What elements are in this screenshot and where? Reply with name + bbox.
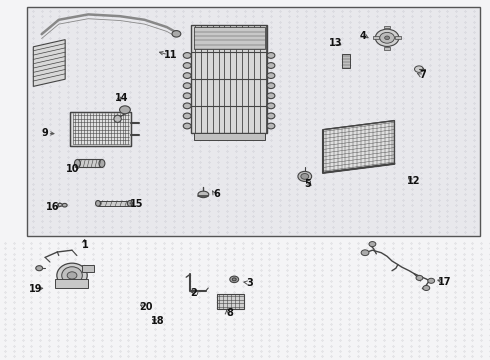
Text: 8: 8 bbox=[226, 308, 233, 318]
Ellipse shape bbox=[114, 115, 121, 122]
Ellipse shape bbox=[99, 159, 105, 167]
Ellipse shape bbox=[183, 53, 191, 58]
Ellipse shape bbox=[267, 93, 275, 99]
Ellipse shape bbox=[232, 278, 236, 281]
Text: 13: 13 bbox=[329, 38, 343, 48]
Ellipse shape bbox=[369, 242, 376, 247]
Bar bbox=[194, 133, 265, 140]
Text: 3: 3 bbox=[246, 278, 253, 288]
Bar bbox=[384, 26, 390, 28]
Ellipse shape bbox=[267, 53, 275, 58]
Text: 1: 1 bbox=[82, 240, 89, 250]
Ellipse shape bbox=[172, 31, 181, 37]
Ellipse shape bbox=[74, 159, 80, 167]
Ellipse shape bbox=[57, 263, 87, 288]
Text: 4: 4 bbox=[359, 31, 366, 41]
Ellipse shape bbox=[385, 36, 390, 40]
Bar bbox=[384, 47, 390, 50]
Ellipse shape bbox=[361, 250, 369, 256]
Ellipse shape bbox=[230, 276, 239, 283]
Ellipse shape bbox=[428, 278, 435, 283]
FancyBboxPatch shape bbox=[70, 112, 131, 146]
Bar bbox=[194, 27, 265, 49]
Ellipse shape bbox=[198, 191, 209, 198]
Ellipse shape bbox=[415, 66, 423, 72]
Text: 7: 7 bbox=[419, 70, 426, 80]
Bar bbox=[77, 159, 102, 167]
Bar bbox=[191, 25, 267, 133]
Ellipse shape bbox=[62, 267, 82, 284]
Polygon shape bbox=[323, 121, 394, 173]
Ellipse shape bbox=[267, 123, 275, 129]
Ellipse shape bbox=[62, 203, 67, 207]
Ellipse shape bbox=[298, 171, 312, 181]
Ellipse shape bbox=[380, 32, 394, 43]
Ellipse shape bbox=[67, 272, 77, 279]
Text: 14: 14 bbox=[115, 93, 128, 103]
Text: 5: 5 bbox=[304, 179, 311, 189]
Ellipse shape bbox=[267, 103, 275, 109]
Text: 9: 9 bbox=[42, 128, 49, 138]
Bar bbox=[373, 36, 379, 39]
Ellipse shape bbox=[127, 201, 132, 206]
Ellipse shape bbox=[267, 113, 275, 119]
Ellipse shape bbox=[301, 174, 309, 179]
Bar bbox=[98, 201, 130, 206]
Text: 10: 10 bbox=[66, 164, 79, 174]
Ellipse shape bbox=[183, 93, 191, 99]
Bar bbox=[217, 294, 244, 309]
Ellipse shape bbox=[96, 201, 100, 206]
Text: 19: 19 bbox=[28, 284, 42, 294]
Ellipse shape bbox=[183, 63, 191, 68]
Ellipse shape bbox=[267, 73, 275, 78]
Ellipse shape bbox=[183, 103, 191, 109]
Polygon shape bbox=[33, 40, 65, 86]
Bar bbox=[342, 54, 350, 68]
Ellipse shape bbox=[183, 113, 191, 119]
Ellipse shape bbox=[183, 123, 191, 129]
Text: 6: 6 bbox=[213, 189, 220, 199]
Ellipse shape bbox=[120, 106, 130, 114]
Bar bbox=[70, 112, 131, 146]
Ellipse shape bbox=[375, 29, 399, 46]
Text: 20: 20 bbox=[139, 302, 153, 312]
Text: 2: 2 bbox=[190, 288, 197, 298]
Bar bbox=[55, 279, 88, 288]
Ellipse shape bbox=[416, 275, 423, 280]
Text: 15: 15 bbox=[129, 199, 143, 210]
Ellipse shape bbox=[183, 73, 191, 78]
Ellipse shape bbox=[423, 285, 430, 291]
Text: 11: 11 bbox=[164, 50, 177, 60]
Text: 12: 12 bbox=[407, 176, 421, 186]
Text: 18: 18 bbox=[151, 316, 165, 326]
Bar bbox=[27, 7, 480, 236]
Text: 16: 16 bbox=[46, 202, 60, 212]
Bar bbox=[82, 265, 94, 272]
Ellipse shape bbox=[267, 83, 275, 89]
Ellipse shape bbox=[267, 63, 275, 68]
Text: 17: 17 bbox=[438, 276, 452, 287]
Bar bbox=[395, 36, 401, 39]
Ellipse shape bbox=[183, 83, 191, 89]
Ellipse shape bbox=[36, 266, 43, 271]
